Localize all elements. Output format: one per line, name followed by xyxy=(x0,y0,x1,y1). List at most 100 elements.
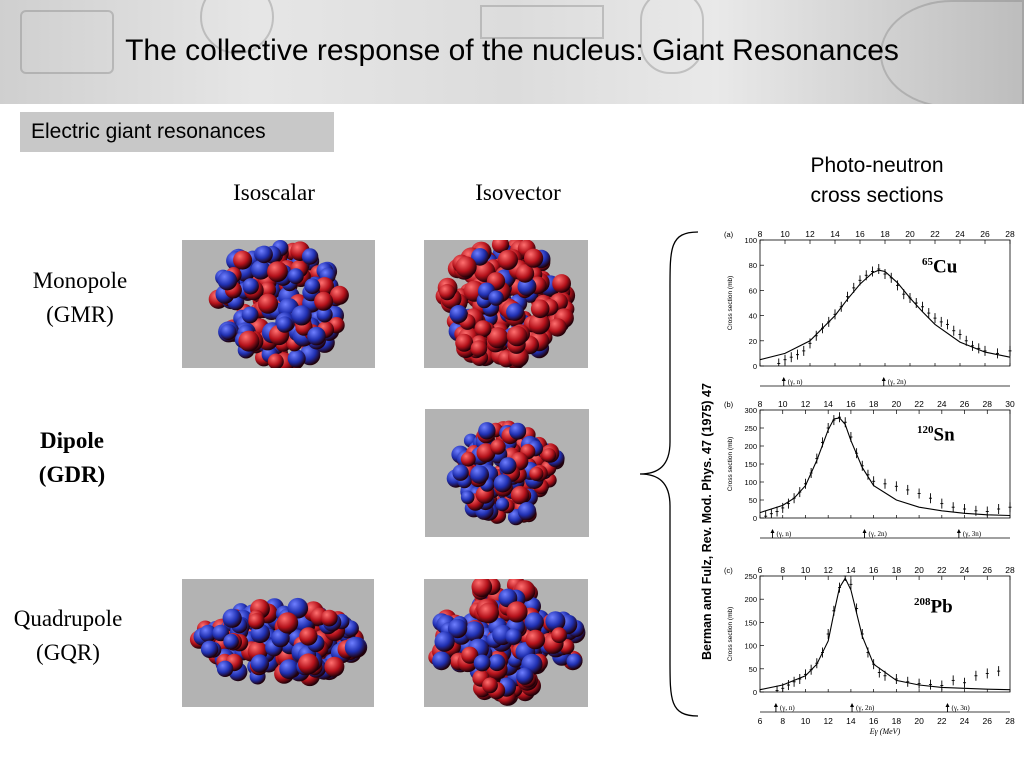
nucleon-sphere xyxy=(432,651,451,671)
data-point xyxy=(796,349,799,360)
x-tick-label: 16 xyxy=(846,399,856,409)
panel-label: (b) xyxy=(724,400,734,409)
data-point xyxy=(789,352,793,363)
nucleon-sphere xyxy=(320,609,338,627)
data-point xyxy=(872,476,876,487)
nucleon-sphere xyxy=(257,293,279,314)
x-tick-label: 12 xyxy=(823,565,833,575)
y-tick-label: 200 xyxy=(744,442,757,451)
data-point xyxy=(951,502,955,513)
x-tick-label: 10 xyxy=(780,229,790,239)
nucleon-sphere xyxy=(238,330,260,352)
data-point xyxy=(921,301,924,312)
x-tick-label: 8 xyxy=(780,565,785,575)
nucleon-sphere xyxy=(517,502,537,521)
threshold-marker xyxy=(945,703,950,712)
data-point xyxy=(906,676,910,687)
nucleon-sphere xyxy=(548,318,567,337)
column-header-isoscalar: Isoscalar xyxy=(233,180,315,205)
nucleon-sphere xyxy=(316,306,333,323)
nucleon-sphere xyxy=(216,660,234,677)
nucleon-sphere xyxy=(287,268,304,285)
row-header-dipole: Dipole (GDR) xyxy=(2,424,142,492)
nucleon-sphere xyxy=(344,636,366,658)
nucleon-sphere xyxy=(452,464,469,481)
plot-frame xyxy=(759,575,1011,693)
page-title: The collective response of the nucleus: … xyxy=(125,34,899,67)
x-tick-label: 16 xyxy=(855,229,865,239)
data-point xyxy=(974,670,978,681)
threshold-marker xyxy=(881,377,886,386)
nucleon-sphere xyxy=(315,277,335,297)
x-tick-label: 12 xyxy=(823,716,833,726)
data-point xyxy=(792,676,796,687)
nucleon-sphere xyxy=(490,439,506,455)
nucleus-image-dipole-isovector xyxy=(425,409,589,537)
y-axis-label: Cross section (mb) xyxy=(727,437,734,492)
x-tick-label: 26 xyxy=(980,229,990,239)
threshold-label: (γ, n) xyxy=(777,530,792,538)
nucleon-sphere xyxy=(307,326,326,346)
x-tick-label: 22 xyxy=(937,716,947,726)
photo-neutron-header: Photo-neutron cross sections xyxy=(780,151,974,211)
nucleon-sphere xyxy=(298,653,319,675)
x-tick-label: 18 xyxy=(892,716,902,726)
data-point xyxy=(877,263,881,274)
x-tick-label: 24 xyxy=(960,716,970,726)
threshold-marker xyxy=(781,377,786,386)
nucleon-sphere xyxy=(487,327,509,349)
nucleon-sphere xyxy=(552,274,571,293)
plot-frame xyxy=(759,409,1011,519)
nucleus-image-monopole-isoscalar xyxy=(182,240,375,368)
nucleon-sphere xyxy=(530,299,550,319)
threshold-label: (γ, 2n) xyxy=(869,530,888,538)
x-tick-label: 20 xyxy=(914,565,924,575)
nucleon-sphere xyxy=(473,654,491,672)
nuclide-label-pb: 208Pb xyxy=(914,596,953,618)
nucleon-sphere xyxy=(223,633,239,650)
data-point xyxy=(971,340,974,351)
x-tick-label: 22 xyxy=(937,565,947,575)
nucleon-sphere xyxy=(259,281,277,299)
y-tick-label: 20 xyxy=(749,337,757,346)
nucleon-sphere xyxy=(217,270,238,291)
nucleon-sphere xyxy=(200,640,219,658)
y-tick-label: 100 xyxy=(744,236,757,245)
data-point xyxy=(906,484,910,495)
x-tick-label: 8 xyxy=(758,229,763,239)
nucleon-sphere xyxy=(488,290,504,306)
nucleon-sphere xyxy=(250,654,269,673)
nucleon-sphere xyxy=(304,278,321,295)
nucleon-sphere xyxy=(271,628,290,648)
nucleon-sphere xyxy=(506,325,528,347)
nucleon-sphere xyxy=(488,654,506,672)
x-tick-label: 30 xyxy=(1005,399,1015,409)
x-tick-label: 28 xyxy=(1005,716,1015,726)
row-abbr: (GQR) xyxy=(36,640,100,665)
x-tick-label: 6 xyxy=(758,716,763,726)
x-tick-label: 6 xyxy=(758,565,763,575)
data-point xyxy=(1008,502,1012,513)
nucleus-image-quadrupole-isoscalar xyxy=(182,579,374,707)
threshold-label: (γ, 2n) xyxy=(856,704,875,712)
threshold-marker xyxy=(770,529,775,538)
nucleon-sphere xyxy=(525,629,546,650)
x-tick-label: 26 xyxy=(983,565,993,575)
data-point xyxy=(997,504,1001,514)
threshold-label: (γ, 3n) xyxy=(963,530,982,538)
nucleon-sphere xyxy=(301,248,319,265)
x-tick-label: 10 xyxy=(801,716,811,726)
nucleon-sphere xyxy=(324,656,345,677)
nucleon-sphere xyxy=(279,659,299,679)
column-header-isovector: Isovector xyxy=(475,180,561,205)
nucleon-sphere xyxy=(471,579,493,598)
data-point xyxy=(775,506,779,517)
y-tick-label: 300 xyxy=(744,406,757,415)
data-point xyxy=(917,678,921,689)
y-tick-label: 0 xyxy=(753,514,757,523)
x-tick-label: 14 xyxy=(846,565,856,575)
x-tick-label: 14 xyxy=(846,716,856,726)
y-tick-label: 200 xyxy=(744,595,757,604)
data-point xyxy=(849,579,853,590)
data-point xyxy=(996,348,999,359)
